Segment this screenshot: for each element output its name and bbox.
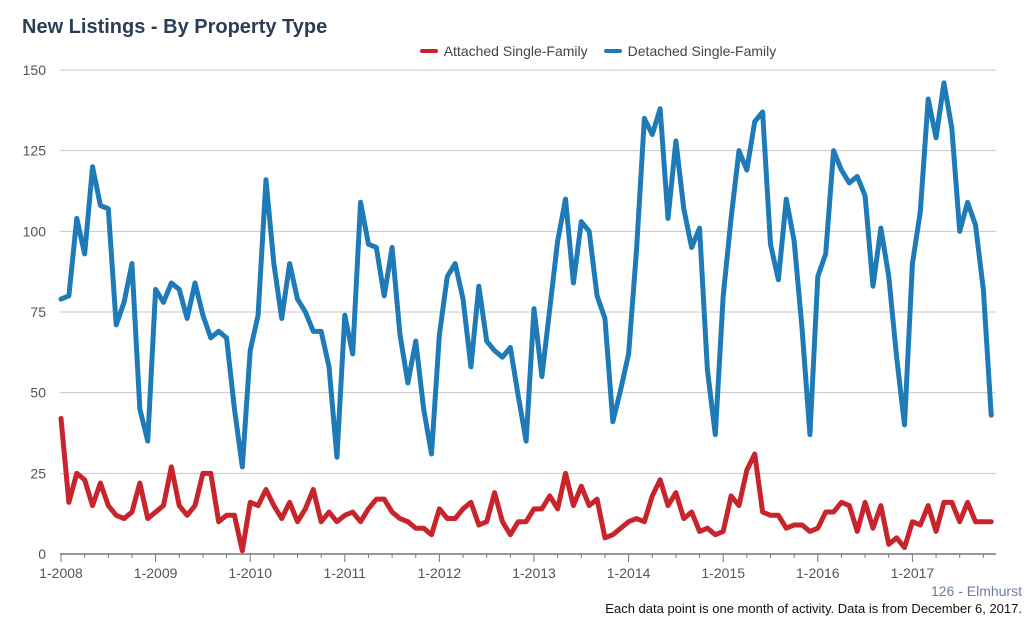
x-tick-label-1-2009: 1-2009 (134, 565, 178, 581)
legend-label-attached: Attached Single-Family (443, 43, 588, 59)
y-tick-label-150: 150 (23, 62, 47, 78)
legend-item-attached[interactable]: Attached Single-Family (260, 43, 588, 59)
series-line-attached (58, 415, 994, 554)
series-line-detached (58, 80, 994, 470)
legend-item-detached[interactable]: Detached Single-Family (603, 43, 777, 59)
axis-ticks: 0 25 50 75 100 125 150 1-2008 1-2009 1-2010 1-2011… (23, 62, 984, 581)
series-lines (58, 80, 994, 554)
y-tick-label-0: 0 (38, 546, 46, 562)
x-tick-label-1-2015: 1-2015 (701, 565, 745, 581)
x-tick-label-1-2010: 1-2010 (228, 565, 272, 581)
chart-legend: Attached Single-Family Detached Single-F… (0, 43, 1036, 59)
x-tick-label-1-2013: 1-2013 (512, 565, 556, 581)
chart-subtitle: 126 - Elmhurst (930, 583, 1022, 599)
chart-title: New Listings - By Property Type (22, 16, 328, 38)
x-tick-label-1-2017: 1-2017 (891, 565, 935, 581)
y-tick-label-75: 75 (30, 304, 46, 320)
legend-label-detached: Detached Single-Family (627, 43, 777, 59)
legend-swatch-attached (419, 49, 438, 53)
grid-lines (60, 69, 996, 555)
y-tick-label-50: 50 (30, 385, 46, 401)
x-tick-label-1-2011: 1-2011 (324, 565, 367, 581)
y-tick-label-25: 25 (30, 465, 46, 481)
y-tick-label-100: 100 (23, 223, 47, 239)
x-tick-label-1-2012: 1-2012 (418, 565, 462, 581)
x-tick-label-1-2014: 1-2014 (607, 565, 651, 581)
x-tick-label-1-2008: 1-2008 (39, 565, 83, 581)
legend-swatch-detached (603, 49, 622, 53)
chart-footnote: Each data point is one month of activity… (605, 601, 1022, 616)
x-tick-label-1-2016: 1-2016 (796, 565, 840, 581)
y-tick-label-125: 125 (23, 143, 47, 159)
